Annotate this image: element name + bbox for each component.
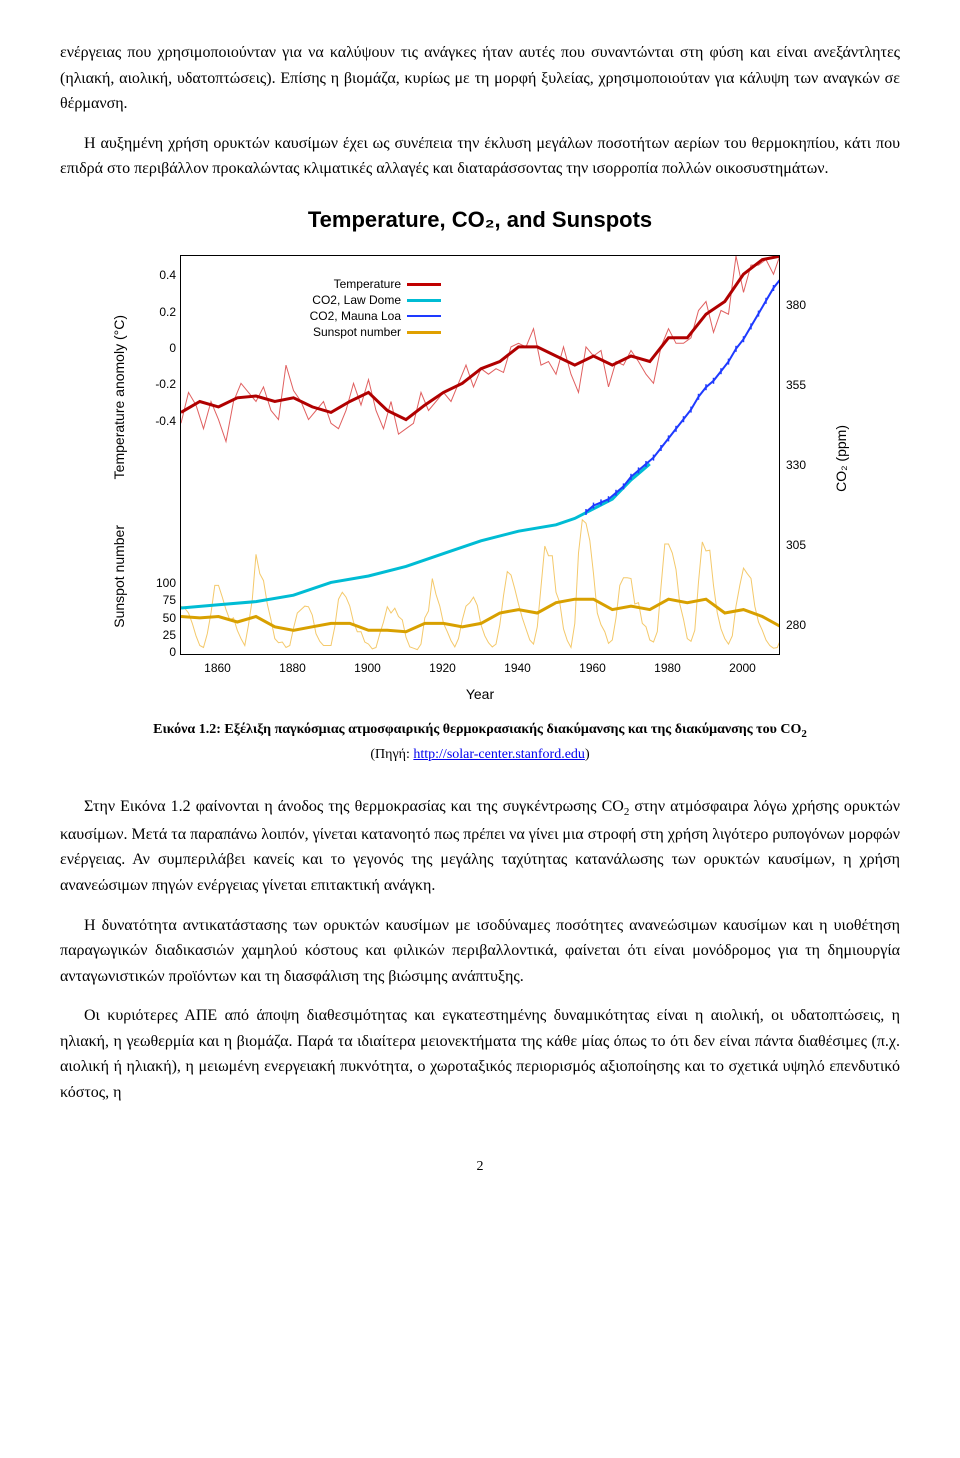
paragraph-2: Η αυξημένη χρήση ορυκτών καυσίμων έχει ω…: [60, 131, 900, 182]
chart-title: Temperature, CO₂, and Sunspots: [100, 202, 860, 237]
caption-source-suffix: ): [585, 747, 590, 762]
xtick: 1880: [268, 659, 318, 678]
page-number: 2: [60, 1156, 900, 1178]
ytick-sunspot: 0: [136, 643, 176, 662]
p3-a: Στην Εικόνα 1.2 φαίνονται η άνοδος της θ…: [84, 798, 624, 815]
xtick: 1920: [418, 659, 468, 678]
xtick: 1900: [343, 659, 393, 678]
caption-sub: 2: [801, 728, 807, 740]
ytick-co2: 280: [786, 616, 826, 635]
y-axis-label-co2: CO₂ (ppm): [830, 425, 852, 492]
caption-source-prefix: (Πηγή:: [370, 747, 413, 762]
legend-swatch: [407, 331, 441, 334]
paragraph-5: Οι κυριότερες ΑΠΕ από άποψη διαθεσιμότητ…: [60, 1003, 900, 1105]
plot-svg: [181, 256, 780, 655]
paragraph-4: Η δυνατότητα αντικατάστασης των ορυκτών …: [60, 913, 900, 990]
caption-text: Εξέλιξη παγκόσμιας ατμοσφαιρικής θερμοκρ…: [221, 722, 801, 737]
xtick: 1860: [193, 659, 243, 678]
plot-frame: TemperatureCO2, Law DomeCO2, Mauna LoaSu…: [180, 255, 780, 655]
paragraph-1: ενέργειας που χρησιμοποιούνταν για να κα…: [60, 40, 900, 117]
ytick-temp: 0.2: [136, 303, 176, 322]
xtick: 1940: [493, 659, 543, 678]
ytick-co2: 380: [786, 296, 826, 315]
legend-row: Sunspot number: [281, 324, 441, 340]
legend-swatch: [407, 315, 441, 317]
chart-area: Temperature anomoly (°C) Sunspot number …: [100, 245, 860, 705]
y-axis-label-temp: Temperature anomoly (°C): [108, 315, 130, 479]
legend-label: Sunspot number: [313, 323, 401, 342]
caption-label: Εικόνα 1.2:: [153, 722, 221, 737]
xtick: 2000: [718, 659, 768, 678]
ytick-temp: 0: [136, 339, 176, 358]
xtick: 1980: [643, 659, 693, 678]
paragraph-3: Στην Εικόνα 1.2 φαίνονται η άνοδος της θ…: [60, 794, 900, 899]
ytick-sunspot: 75: [136, 591, 176, 610]
ytick-sunspot: 50: [136, 609, 176, 628]
caption-link[interactable]: http://solar-center.stanford.edu: [413, 747, 585, 762]
y-axis-label-sunspot: Sunspot number: [108, 525, 130, 628]
ytick-co2: 305: [786, 536, 826, 555]
ytick-temp: -0.2: [136, 375, 176, 394]
x-axis-label: Year: [100, 683, 860, 705]
figure-1-2: Temperature, CO₂, and Sunspots Temperatu…: [100, 202, 860, 705]
ytick-co2: 355: [786, 376, 826, 395]
legend-swatch: [407, 299, 441, 302]
ytick-sunspot: 100: [136, 574, 176, 593]
ytick-co2: 330: [786, 456, 826, 475]
ytick-sunspot: 25: [136, 626, 176, 645]
ytick-temp: 0.4: [136, 266, 176, 285]
chart-legend: TemperatureCO2, Law DomeCO2, Mauna LoaSu…: [281, 276, 441, 340]
legend-swatch: [407, 283, 441, 286]
figure-caption: Εικόνα 1.2: Εξέλιξη παγκόσμιας ατμοσφαιρ…: [60, 719, 900, 766]
xtick: 1960: [568, 659, 618, 678]
ytick-temp: -0.4: [136, 412, 176, 431]
